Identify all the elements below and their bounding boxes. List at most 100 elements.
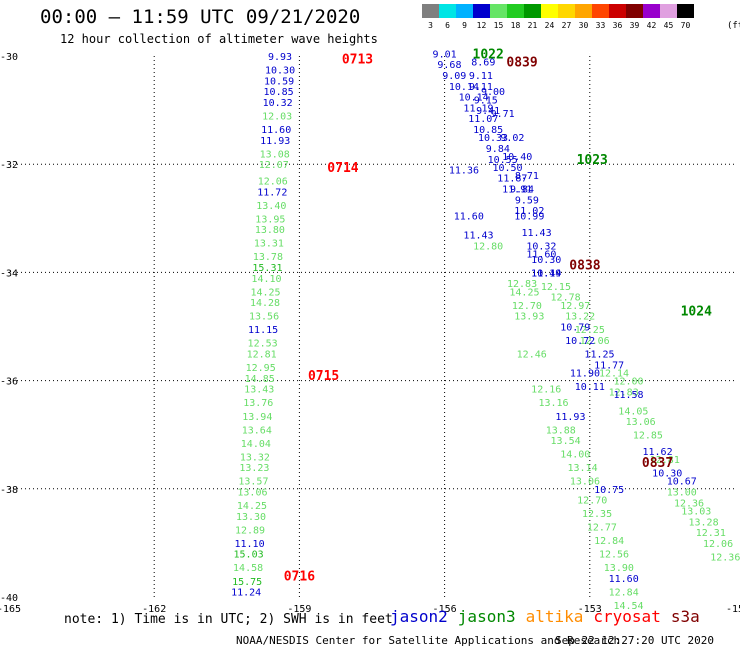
data-point-label: 12.77: [587, 523, 617, 534]
data-point-label: 12.84: [594, 536, 624, 547]
x-tick-label: -159: [287, 604, 311, 615]
data-point-label: 11.62: [643, 447, 673, 458]
legend-swatch: [558, 4, 575, 18]
data-point-label: 13.08: [260, 149, 290, 160]
data-point-label: 9.15: [474, 95, 498, 106]
data-point-label: 13.56: [249, 312, 279, 323]
data-point-label: 13.03: [681, 506, 711, 517]
y-tick-label: -32: [0, 160, 18, 171]
data-point-label: 11.02: [514, 206, 544, 217]
data-point-label: 12.06: [703, 539, 733, 550]
data-point-label: 10.67: [667, 477, 697, 488]
data-point-label: 11.72: [257, 187, 287, 198]
data-point-label: 8.69: [471, 57, 495, 68]
legend-label: 70: [680, 21, 691, 30]
data-point-label: 11.90: [570, 368, 600, 379]
data-point-label: 13.28: [688, 517, 718, 528]
y-tick-label: -38: [0, 485, 18, 496]
data-point-label: 15.03: [234, 550, 264, 561]
data-point-label: 10.30: [265, 66, 295, 77]
data-point-label: 12.36: [710, 552, 740, 563]
data-point-label: 11.60: [609, 574, 639, 585]
x-tick-label: -162: [142, 604, 166, 615]
legend-swatch: [541, 4, 558, 18]
chart-subtitle: 12 hour collection of altimeter wave hei…: [60, 32, 378, 46]
data-point-label: 12.35: [582, 509, 612, 520]
data-point-label: 14.58: [233, 563, 263, 574]
data-point-label: 14.54: [613, 601, 643, 612]
data-point-label: 12.46: [517, 350, 547, 361]
data-point-label: 11.58: [613, 390, 643, 401]
data-point-label: 11.60: [526, 249, 556, 260]
legend-label: 9: [462, 21, 467, 30]
legend-label: 42: [646, 21, 657, 30]
data-point-label: 12.06: [258, 176, 288, 187]
data-point-label: 10.79: [560, 323, 590, 334]
data-point-label: 14.28: [250, 298, 280, 309]
data-point-label: 11.44: [531, 268, 561, 279]
data-point-label: 14.25: [250, 287, 280, 298]
data-point-label: 12.06: [580, 336, 610, 347]
data-point-label: 12.56: [599, 550, 629, 561]
data-point-label: 12.15: [541, 282, 571, 293]
data-point-label: 12.70: [577, 496, 607, 507]
chart-title: 00:00 – 11:59 UTC 09/21/2020: [40, 6, 361, 28]
data-point-label: 13.06: [626, 417, 656, 428]
legend-unit: (ft): [727, 21, 740, 31]
legend-label: 39: [629, 21, 640, 30]
data-point-label: 9.09: [442, 71, 466, 82]
legend-swatch: [473, 4, 490, 18]
data-point-label: 9.84: [486, 144, 510, 155]
footer-note: note: 1) Time is in UTC; 2) SWH is in fe…: [64, 612, 393, 627]
data-point-label: 9.11: [469, 82, 493, 93]
data-point-label: 12.78: [551, 293, 581, 304]
x-tick-label: -156: [433, 604, 457, 615]
satellite-name: s3a: [670, 607, 700, 626]
data-point-label: 13.40: [256, 201, 286, 212]
data-point-label: 12.95: [246, 363, 276, 374]
data-point-label: 10.30: [652, 469, 682, 480]
data-point-label: 11.07: [468, 114, 498, 125]
data-point-label: 13.32: [240, 452, 270, 463]
data-point-label: 15.31: [252, 263, 282, 274]
data-point-label: 11.60: [454, 212, 484, 223]
data-point-label: 14.10: [251, 274, 281, 285]
data-point-label: 11.19: [463, 103, 493, 114]
satellite-name: jason2: [390, 607, 448, 626]
data-point-label: 10.50: [492, 163, 522, 174]
legend-label: 6: [445, 21, 450, 30]
data-point-label: 11.43: [522, 228, 552, 239]
satellite-legend: jason2 jason3 altika cryosat s3a: [390, 607, 700, 626]
satellite-name: cryosat: [593, 607, 661, 626]
legend-label: 33: [595, 21, 606, 30]
time-label: 1022: [473, 47, 504, 62]
legend-swatch: [507, 4, 524, 18]
y-tick-label: -30: [0, 52, 18, 63]
data-point-label: 12.89: [235, 525, 265, 536]
data-point-label: 11.24: [231, 588, 261, 599]
data-point-label: 12.80: [473, 241, 503, 252]
x-tick-label: -165: [0, 604, 21, 615]
legend-swatch: [456, 4, 473, 18]
data-point-label: 13.54: [551, 436, 581, 447]
data-point-label: 12.07: [259, 160, 289, 171]
data-point-label: 13.14: [567, 463, 597, 474]
data-point-label: 12.83: [507, 279, 537, 290]
data-point-label: 14.85: [245, 374, 275, 385]
legend-swatch: [439, 4, 456, 18]
legend-label: 24: [544, 21, 555, 30]
data-point-label: 12.31: [696, 528, 726, 539]
data-point-label: 12.53: [248, 339, 278, 350]
data-point-label: 10.59: [264, 76, 294, 87]
data-point-label: 14.25: [509, 287, 539, 298]
data-point-label: 11.36: [449, 166, 479, 177]
data-point-label: 11.25: [584, 350, 614, 361]
data-point-label: 14.05: [618, 406, 648, 417]
data-point-label: 12.81: [247, 350, 277, 361]
data-point-label: 14.25: [237, 501, 267, 512]
data-point-label: 13.78: [253, 252, 283, 263]
time-label: 0838: [569, 258, 600, 273]
data-point-label: 10.85: [264, 87, 294, 98]
legend-swatch: [592, 4, 609, 18]
legend-label: 3: [428, 21, 433, 30]
